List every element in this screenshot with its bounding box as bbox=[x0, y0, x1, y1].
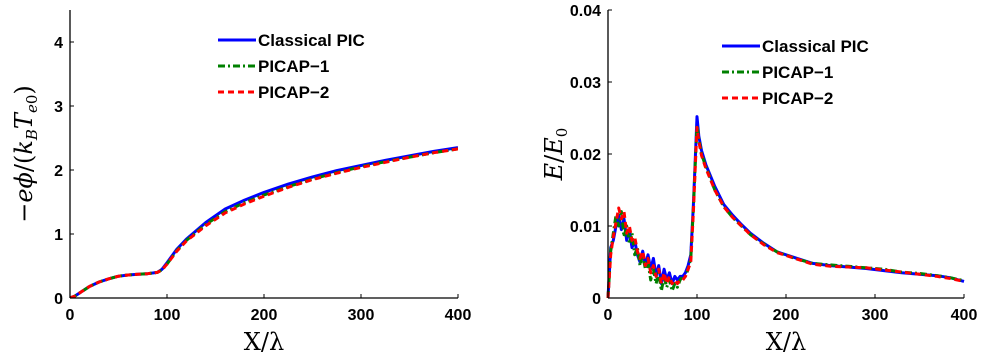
x-tick-label: 200 bbox=[251, 307, 278, 324]
y-tick-label: 0.01 bbox=[570, 219, 601, 236]
legend-label: PICAP−2 bbox=[258, 83, 329, 102]
x-tick-label: 0 bbox=[66, 307, 75, 324]
x-tick-label: 400 bbox=[445, 307, 472, 324]
legend-label: PICAP−1 bbox=[258, 57, 329, 76]
legend-label: Classical PIC bbox=[762, 37, 869, 56]
plot-area bbox=[70, 10, 458, 298]
series-line-picap-2 bbox=[606, 125, 965, 299]
x-tick-label: 400 bbox=[951, 307, 978, 324]
y-tick-label: 4 bbox=[54, 35, 63, 52]
y-tick-label: 0 bbox=[592, 291, 601, 308]
x-tick-label: 300 bbox=[348, 307, 375, 324]
y-tick-label: 1 bbox=[54, 227, 63, 244]
potential-chart: 0 100 200 300 400 0 1 2 3 4 X/λ −eϕ/(kBTe0) Class… bbox=[10, 10, 471, 356]
y-tick-label: 0 bbox=[54, 291, 63, 308]
series-line-picap-2 bbox=[70, 147, 458, 298]
x-tick-label: 100 bbox=[684, 307, 711, 324]
y-tick-label: 3 bbox=[54, 99, 63, 116]
y-tick-label: 0.02 bbox=[570, 147, 601, 164]
x-axis-label-text: X/λ bbox=[766, 328, 806, 356]
series-line-classical-pic bbox=[606, 115, 965, 299]
y-axis-label: E/E0 bbox=[540, 128, 571, 182]
y-tick-label: 0.04 bbox=[570, 3, 601, 20]
x-axis-label-text: X/λ bbox=[244, 328, 284, 356]
x-tick-label: 300 bbox=[862, 307, 889, 324]
legend-label: PICAP−1 bbox=[762, 63, 833, 82]
y-tick-label: 0.03 bbox=[570, 75, 601, 92]
x-tick-label: 200 bbox=[773, 307, 800, 324]
x-axis-label: X/λ bbox=[244, 328, 284, 356]
legend-label: Classical PIC bbox=[258, 31, 365, 50]
x-tick-label: 100 bbox=[154, 307, 181, 324]
x-axis-label: X/λ bbox=[766, 328, 806, 356]
legend: Classical PIC PICAP−1 PICAP−2 bbox=[218, 31, 365, 102]
legend: Classical PIC PICAP−1 PICAP−2 bbox=[722, 37, 869, 108]
y-axis-label: −eϕ/(kBTe0) bbox=[10, 85, 41, 223]
legend-label: PICAP−2 bbox=[762, 89, 833, 108]
y-tick-label: 2 bbox=[54, 163, 63, 180]
svg-text:E/E0: E/E0 bbox=[540, 128, 571, 182]
x-tick-label: 0 bbox=[604, 307, 613, 324]
svg-text:−eϕ/(kBTe0): −eϕ/(kBTe0) bbox=[10, 85, 41, 223]
